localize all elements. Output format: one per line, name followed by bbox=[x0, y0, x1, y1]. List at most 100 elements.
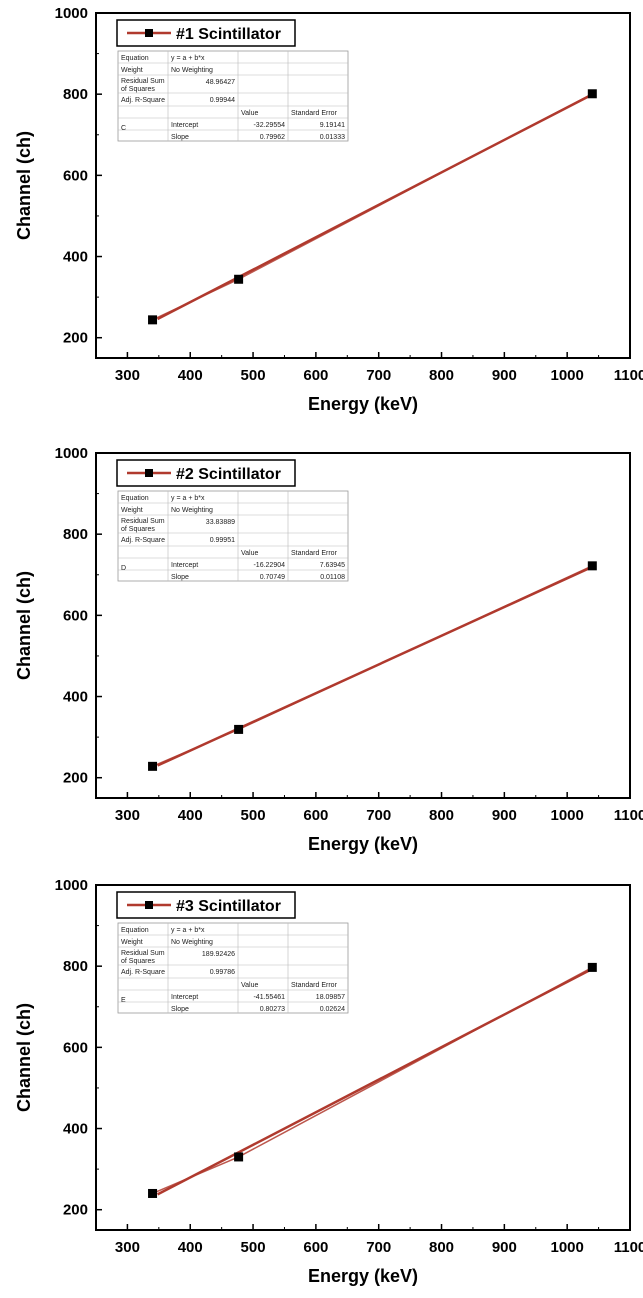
x-tick-label: 400 bbox=[178, 807, 203, 824]
fit-error-header: Standard Error bbox=[291, 982, 338, 989]
plot-frame bbox=[95, 452, 631, 799]
fit-weight-value: No Weighting bbox=[171, 939, 213, 946]
x-axis-title: Energy (keV) bbox=[308, 1266, 418, 1286]
y-tick-label: 400 bbox=[63, 1121, 88, 1138]
x-tick-label: 900 bbox=[492, 807, 517, 824]
fit-equation-value: y = a + b*x bbox=[171, 55, 205, 62]
x-tick-label: 1000 bbox=[550, 1239, 583, 1256]
x-tick-label: 900 bbox=[492, 367, 517, 384]
legend-label: #1 Scintillator bbox=[176, 26, 281, 43]
fit-table-box bbox=[117, 922, 349, 1014]
x-tick-label: 700 bbox=[366, 807, 391, 824]
fit-equation-value: y = a + b*x bbox=[171, 927, 205, 934]
fit-group-label: E bbox=[121, 997, 126, 1004]
fit-rss-label-line2: of Squares bbox=[121, 86, 155, 93]
x-tick-label: 500 bbox=[241, 367, 266, 384]
fit-value-header: Value bbox=[241, 550, 258, 557]
fit-adjr2-label: Adj. R-Square bbox=[121, 97, 165, 104]
fit-slope-value: 0.70749 bbox=[260, 574, 285, 581]
fit-slope-value: 0.79962 bbox=[260, 134, 285, 141]
x-tick-label: 1100 bbox=[614, 807, 643, 824]
fit-rss-label-line1: Residual Sum bbox=[121, 950, 165, 957]
x-tick-label: 700 bbox=[366, 1239, 391, 1256]
fit-intercept-error: 9.19141 bbox=[320, 122, 345, 129]
legend-marker bbox=[145, 29, 153, 37]
y-tick-label: 1000 bbox=[55, 877, 88, 894]
y-tick-label: 200 bbox=[63, 770, 88, 787]
fit-table: Equation y = a + b*x Weight No Weighting Res… bbox=[117, 922, 349, 1014]
fit-table: Equation y = a + b*x Weight No Weighting Res… bbox=[117, 490, 349, 582]
y-tick-label: 600 bbox=[63, 607, 88, 624]
fit-weight-label: Weight bbox=[121, 507, 143, 514]
fit-slope-error: 0.02624 bbox=[320, 1006, 345, 1013]
data-point bbox=[148, 315, 158, 325]
y-tick-label: 800 bbox=[63, 86, 88, 103]
fit-intercept-error: 7.63945 bbox=[320, 562, 345, 569]
x-tick-label: 500 bbox=[241, 807, 266, 824]
data-point bbox=[587, 561, 597, 571]
fit-value-header: Value bbox=[241, 110, 258, 117]
fit-rss-value: 189.92426 bbox=[202, 951, 235, 958]
data-point bbox=[234, 1152, 244, 1162]
chart-panel-2: 300 400 500 600 700 800 900 1000 1100 200 400 600 80… bbox=[0, 440, 643, 866]
x-tick-label: 1000 bbox=[550, 807, 583, 824]
fit-table-box bbox=[117, 50, 349, 142]
plot-frame bbox=[95, 884, 631, 1231]
fit-rss-value: 33.83889 bbox=[206, 519, 235, 526]
fit-slope-error: 0.01333 bbox=[320, 134, 345, 141]
legend-label: #3 Scintillator bbox=[176, 898, 281, 915]
y-tick-label: 1000 bbox=[55, 5, 88, 22]
fit-rss-value: 48.96427 bbox=[206, 79, 235, 86]
fit-intercept-value: -32.29554 bbox=[253, 122, 285, 129]
fit-intercept-value: -41.55461 bbox=[253, 994, 285, 1001]
data-point bbox=[587, 89, 597, 99]
x-tick-label: 400 bbox=[178, 1239, 203, 1256]
fit-slope-label: Slope bbox=[171, 134, 189, 141]
fit-table-box bbox=[117, 490, 349, 582]
data-point bbox=[587, 962, 597, 972]
x-tick-label: 300 bbox=[115, 807, 140, 824]
data-point bbox=[234, 274, 244, 284]
legend-marker bbox=[145, 901, 153, 909]
x-tick-label: 500 bbox=[241, 1239, 266, 1256]
x-tick-label: 600 bbox=[303, 367, 328, 384]
fit-slope-error: 0.01108 bbox=[320, 574, 345, 581]
fit-rss-label-line1: Residual Sum bbox=[121, 518, 165, 525]
plot-frame bbox=[95, 12, 631, 359]
fit-slope-value: 0.80273 bbox=[260, 1006, 285, 1013]
fit-equation-label: Equation bbox=[121, 495, 149, 502]
x-tick-label: 300 bbox=[115, 367, 140, 384]
legend: #1 Scintillator bbox=[116, 19, 296, 47]
x-tick-label: 900 bbox=[492, 1239, 517, 1256]
chart-panel-3: 300 400 500 600 700 800 900 1000 1100 200 400 600 80… bbox=[0, 872, 643, 1298]
fit-slope-label: Slope bbox=[171, 574, 189, 581]
fit-equation-value: y = a + b*x bbox=[171, 495, 205, 502]
fit-table: Equation y = a + b*x Weight No Weighting Res… bbox=[117, 50, 349, 142]
fit-adjr2-value: 0.99951 bbox=[210, 537, 235, 544]
y-axis-title: Channel (ch) bbox=[14, 131, 34, 240]
legend-marker bbox=[145, 469, 153, 477]
x-tick-label: 1000 bbox=[550, 367, 583, 384]
fit-weight-value: No Weighting bbox=[171, 507, 213, 514]
fit-equation-label: Equation bbox=[121, 55, 149, 62]
fit-group-label: D bbox=[121, 565, 126, 572]
fit-adjr2-label: Adj. R-Square bbox=[121, 969, 165, 976]
x-tick-label: 700 bbox=[366, 367, 391, 384]
fit-rss-label-line2: of Squares bbox=[121, 526, 155, 533]
y-tick-label: 200 bbox=[63, 330, 88, 347]
x-tick-label: 800 bbox=[429, 1239, 454, 1256]
x-tick-label: 800 bbox=[429, 807, 454, 824]
fit-group-label: C bbox=[121, 125, 126, 132]
fit-intercept-value: -16.22904 bbox=[253, 562, 285, 569]
fit-intercept-label: Intercept bbox=[171, 122, 198, 129]
fit-adjr2-value: 0.99944 bbox=[210, 97, 235, 104]
y-tick-label: 400 bbox=[63, 689, 88, 706]
fit-intercept-label: Intercept bbox=[171, 994, 198, 1001]
data-point bbox=[148, 1188, 158, 1198]
y-tick-label: 200 bbox=[63, 1202, 88, 1219]
fit-rss-label-line2: of Squares bbox=[121, 958, 155, 965]
fit-slope-label: Slope bbox=[171, 1006, 189, 1013]
fit-error-header: Standard Error bbox=[291, 110, 338, 117]
fit-adjr2-value: 0.99786 bbox=[210, 969, 235, 976]
data-point bbox=[234, 724, 244, 734]
